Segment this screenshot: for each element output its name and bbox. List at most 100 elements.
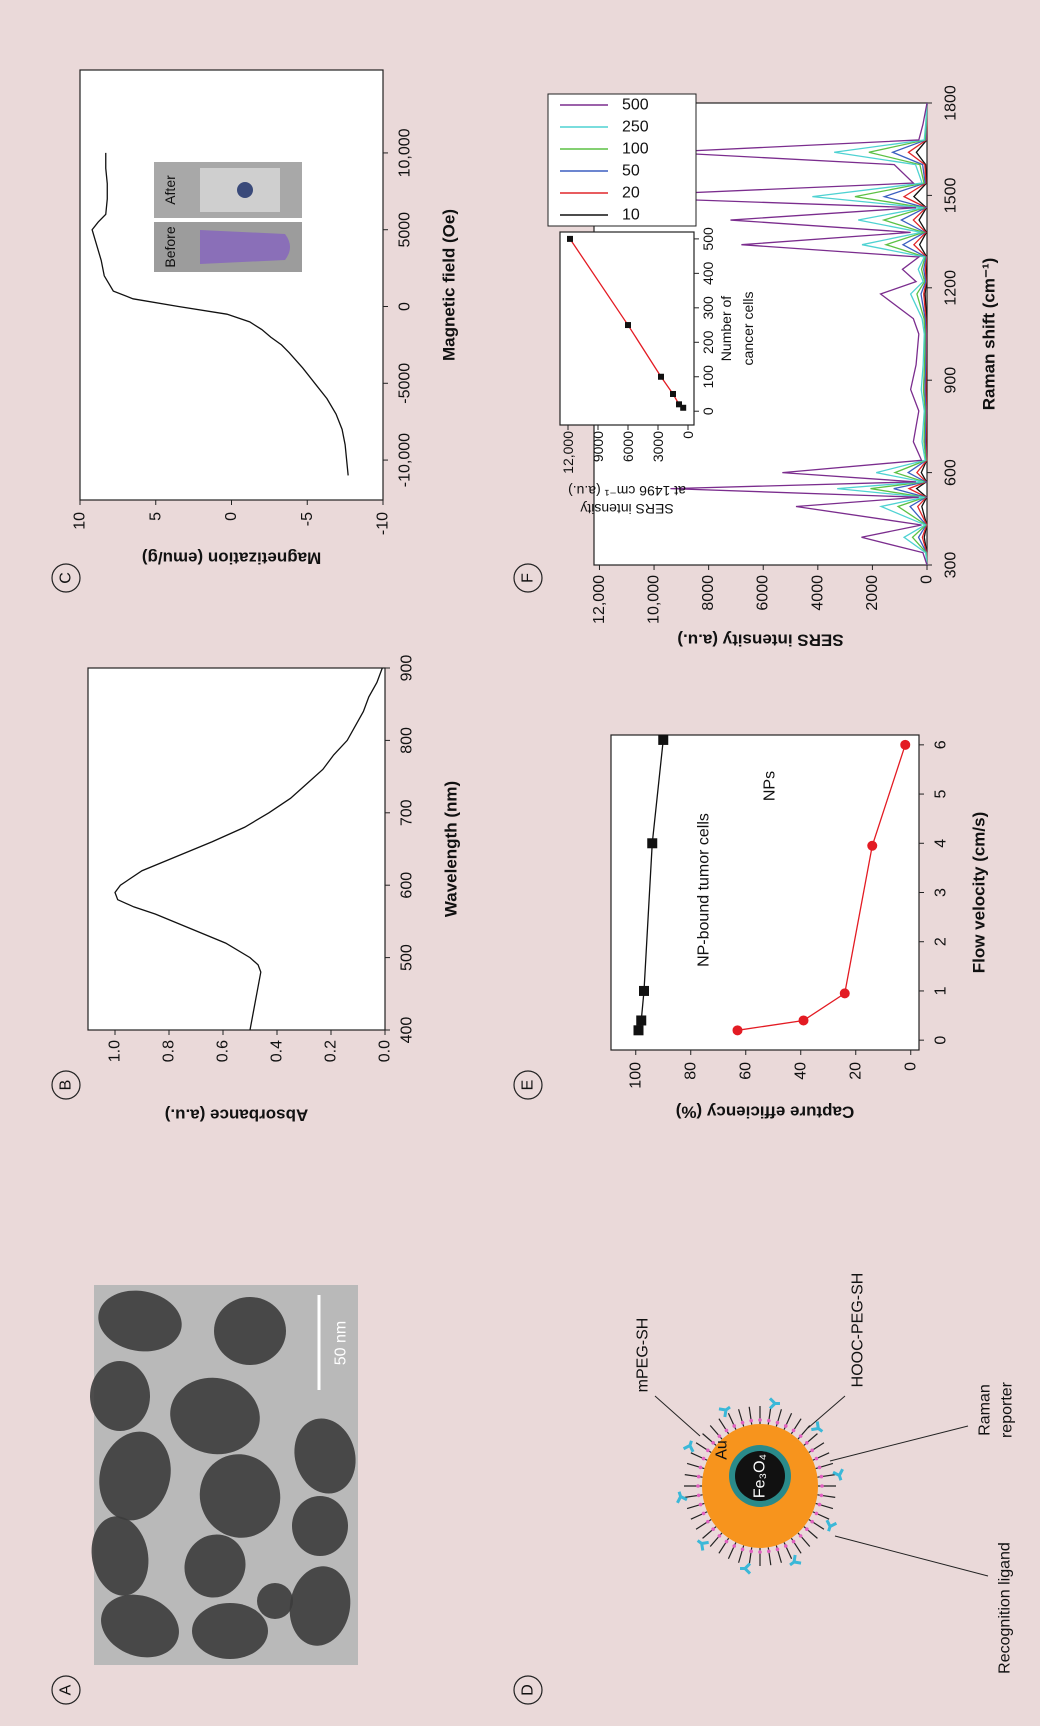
x-axis-title: cancer cells: [740, 292, 756, 366]
y-axis-title: SERS intensity (a.u.): [677, 631, 843, 650]
x-tick-label: 900: [943, 367, 960, 394]
diagram-label: reporter: [999, 1381, 1016, 1438]
data-point: [639, 986, 649, 996]
raman-reporter: [741, 1548, 745, 1552]
y-tick-label: 2000: [864, 575, 881, 611]
data-point: [840, 988, 850, 998]
plot-area: [88, 668, 385, 1030]
particle: [292, 1496, 348, 1556]
data-point: [625, 322, 631, 328]
data-point: [799, 1015, 809, 1025]
x-tick-label: 400: [399, 1017, 416, 1044]
legend-label: 50: [622, 163, 640, 180]
raman-reporter: [699, 1503, 703, 1507]
raman-reporter: [718, 1434, 722, 1438]
x-tick-label: 10,000: [397, 128, 414, 177]
y-tick-label: 8000: [700, 575, 717, 611]
raman-reporter: [818, 1466, 822, 1470]
raman-reporter: [776, 1548, 780, 1552]
photo-sample: [200, 230, 290, 264]
diagram-label: Raman: [977, 1384, 994, 1436]
data-point: [658, 374, 664, 380]
raman-reporter: [784, 1544, 788, 1548]
raman-reporter: [805, 1441, 809, 1445]
raman-reporter: [749, 1419, 753, 1423]
raman-reporter: [706, 1520, 710, 1524]
legend-label: 250: [622, 119, 649, 136]
x-tick-label: 900: [399, 655, 416, 682]
raman-reporter: [697, 1475, 701, 1479]
y-axis-title: Magnetization (emu/g): [142, 549, 321, 568]
raman-reporter: [810, 1449, 814, 1453]
raman-reporter: [805, 1527, 809, 1531]
raman-reporter: [718, 1534, 722, 1538]
diagram-label: Recognition ligand: [997, 1542, 1014, 1674]
y-tick-label: 20: [847, 1062, 864, 1080]
raman-reporter: [767, 1550, 771, 1554]
x-tick-label: 3: [933, 888, 950, 897]
y-tick-label: 0.6: [215, 1040, 232, 1062]
y-tick-label: 10: [72, 512, 89, 530]
raman-reporter: [799, 1434, 803, 1438]
y-axis-title: Absorbance (a.u.): [165, 1106, 309, 1125]
inset-label: After: [162, 175, 178, 205]
x-tick-label: 1200: [943, 270, 960, 306]
panel-label: B: [58, 1080, 75, 1091]
x-tick-label: 600: [943, 459, 960, 486]
inset-label: Before: [162, 226, 178, 267]
y-tick-label: 60: [737, 1062, 754, 1080]
legend-label: 100: [622, 141, 649, 158]
y-tick-label: 0.4: [269, 1040, 286, 1062]
particle: [214, 1297, 286, 1365]
x-tick-label: 300: [943, 552, 960, 579]
y-tick-label: 12,000: [560, 431, 576, 474]
data-point: [900, 740, 910, 750]
y-tick-label: 6000: [620, 431, 636, 462]
y-axis-title: SERS intensity: [580, 501, 673, 517]
raman-reporter: [758, 1418, 762, 1422]
data-point: [567, 236, 573, 242]
x-tick-label: 0: [397, 302, 414, 311]
x-tick-label: 100: [700, 365, 716, 389]
y-tick-label: 4000: [809, 575, 826, 611]
y-axis-title: at 1496 cm⁻¹ (a.u.): [568, 483, 686, 499]
y-tick-label: 40: [792, 1062, 809, 1080]
raman-reporter: [732, 1544, 736, 1548]
y-tick-label: -5: [299, 512, 316, 526]
y-tick-label: 12,000: [591, 575, 608, 624]
y-tick-label: 5: [147, 512, 164, 521]
panel-label: F: [520, 573, 537, 583]
data-point: [636, 1015, 646, 1025]
x-tick-label: 600: [399, 872, 416, 899]
raman-reporter: [767, 1419, 771, 1423]
x-tick-label: 400: [700, 261, 716, 285]
y-tick-label: 0.8: [161, 1040, 178, 1062]
legend-label: 10: [622, 207, 640, 224]
particle: [257, 1583, 293, 1619]
x-tick-label: 1: [933, 986, 950, 995]
panel-label: A: [58, 1684, 75, 1695]
x-tick-label: 2: [933, 937, 950, 946]
data-point: [676, 401, 682, 407]
x-tick-label: 0: [933, 1036, 950, 1045]
panel-label: C: [58, 572, 75, 584]
shell-label: Au: [714, 1440, 731, 1460]
raman-reporter: [820, 1484, 824, 1488]
core-label: Fe₃O₄: [752, 1454, 769, 1498]
y-tick-label: -10: [375, 512, 392, 535]
x-axis-title: Wavelength (nm): [442, 781, 461, 917]
x-tick-label: 5000: [397, 212, 414, 248]
scale-bar-label: 50 nm: [333, 1321, 350, 1365]
x-tick-label: 200: [700, 330, 716, 354]
y-tick-label: 0: [680, 431, 696, 439]
page: 50 nm ABCDEFFe₃O₄AuRecognition ligandRam…: [0, 0, 1040, 1726]
x-axis-title: Flow velocity (cm/s): [970, 812, 989, 974]
y-tick-label: 80: [682, 1062, 699, 1080]
figure: 50 nm ABCDEFFe₃O₄AuRecognition ligandRam…: [0, 0, 1040, 1726]
y-tick-label: 100: [627, 1062, 644, 1089]
legend-label: 500: [622, 97, 649, 114]
data-point: [647, 838, 657, 848]
diagram-label: HOOC-PEG-SH: [850, 1273, 867, 1388]
x-axis-title: Number of: [718, 296, 734, 361]
y-tick-label: 10,000: [646, 575, 663, 624]
